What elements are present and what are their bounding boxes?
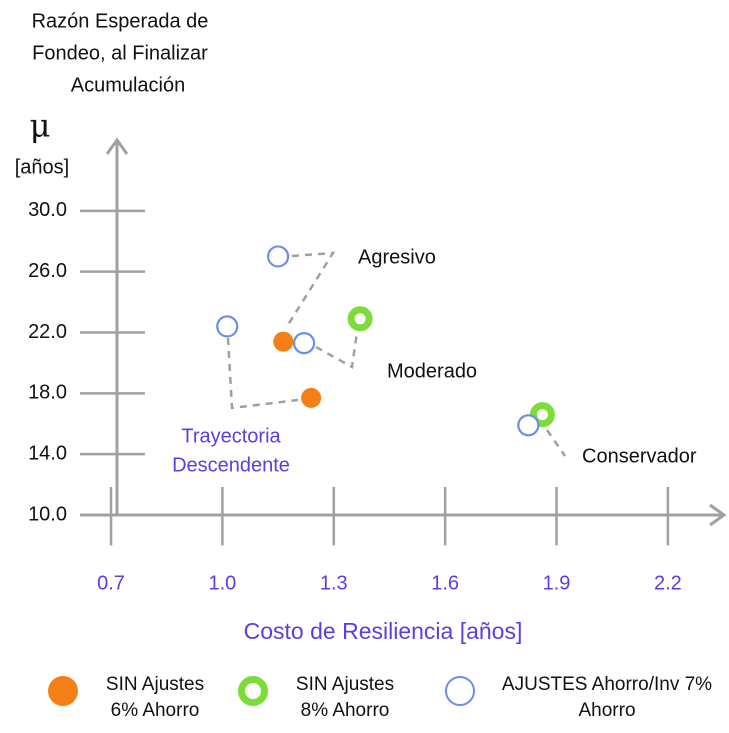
x-tick-label: 1.0 [208,572,236,594]
y-tick-label: 30.0 [28,199,67,221]
point [529,402,555,428]
title-line: Fondeo, al Finalizar [32,42,208,64]
annotation: Descendente [172,454,290,476]
x-tick-label: 2.2 [654,572,682,594]
legend-item: SIN Ajustes 8% Ahorro [238,672,410,724]
legend-item: AJUSTES Ahorro/Inv 7% Ahorro [445,672,727,724]
y-tick-label: 22.0 [28,321,67,343]
y-tick-label: 10.0 [28,503,67,525]
x-axis-arrow [709,503,727,527]
annotation: Agresivo [358,246,436,268]
point [266,245,290,268]
point [347,306,373,332]
connector [226,337,299,410]
x-axis-label: Costo de Resiliencia [años] [244,618,523,644]
x-tick-label: 0.7 [97,572,125,594]
x-tick-label: 1.9 [543,572,571,594]
y-tick-label: 26.0 [28,260,67,282]
legend-label: SIN Ajustes 6% Ahorro [105,674,205,721]
connector [545,429,567,457]
legend-label: AJUSTES Ahorro/Inv 7% Ahorro [501,674,713,721]
y-tick-label: 14.0 [28,442,67,464]
connector [315,331,359,369]
legend-swatch [238,676,268,706]
annotation: Moderado [387,360,477,382]
x-tick-label: 1.3 [320,572,348,594]
legend: SIN Ajustes 6% Ahorro SIN Ajustes 8% Ahor… [0,672,729,732]
point [301,387,322,408]
point [517,414,540,437]
connectors [226,251,567,457]
chart: Razón Esperada de Fondeo, al Finalizar A… [15,10,727,644]
annotation: Trayectoria [181,425,281,447]
legend-label: SIN Ajustes 8% Ahorro [295,674,395,721]
point [216,315,239,338]
legend-swatch [48,676,78,706]
legend-item: SIN Ajustes 6% Ahorro [48,672,220,724]
x-tick-label: 1.6 [431,572,459,594]
annotation: Conservador [582,445,697,467]
y-symbol: μ [30,107,51,145]
legend-swatch [445,676,475,706]
point [273,331,294,352]
y-tick-label: 18.0 [28,382,67,404]
y-axis-arrow [105,137,129,155]
title-line: Razón Esperada de [32,10,209,32]
point [292,332,316,355]
y-unit: [años] [15,156,69,178]
title-line: Acumulación [71,74,186,96]
connector [284,251,336,329]
